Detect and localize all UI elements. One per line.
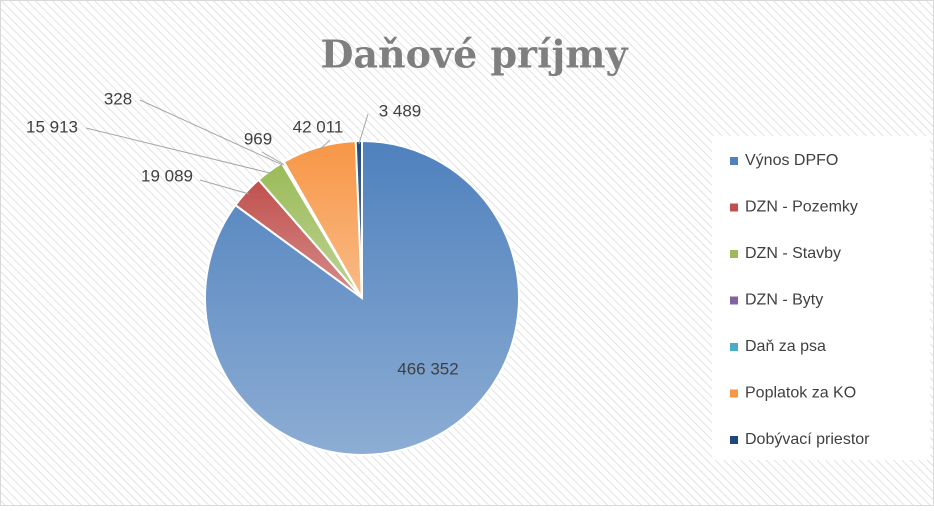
legend-marker <box>730 389 738 398</box>
slice-shade <box>283 141 362 298</box>
legend-label: Daň za psa <box>745 338 826 355</box>
data-label: 328 <box>104 89 132 108</box>
legend-marker <box>730 296 738 305</box>
legend-marker <box>730 436 738 444</box>
leader-line <box>358 113 369 145</box>
legend-marker <box>730 203 738 212</box>
legend-label: DZN - Stavby <box>745 245 841 262</box>
legend-marker <box>730 343 738 351</box>
data-label: 42 011 <box>293 117 344 136</box>
legend-marker <box>730 250 738 258</box>
leader-line <box>261 151 285 166</box>
data-label: 466 352 <box>397 359 458 378</box>
data-label: 15 913 <box>26 117 78 136</box>
slice-shade <box>258 163 362 298</box>
leader-line <box>139 99 284 166</box>
legend-label: Výnos DPFO <box>745 152 838 169</box>
data-label: 19 089 <box>141 166 193 185</box>
leader-line <box>318 139 331 151</box>
legend-marker <box>730 157 738 165</box>
chart-title: Daňové príjmy <box>320 32 628 77</box>
legend-box <box>712 136 930 460</box>
legend-label: DZN - Byty <box>745 292 823 309</box>
legend-label: DZN - Pozemky <box>745 199 858 216</box>
legend-label: Poplatok za KO <box>745 385 856 402</box>
leader-line <box>85 127 272 174</box>
legend-label: Dobývací priestor <box>745 431 870 448</box>
data-label: 969 <box>244 129 272 148</box>
leader-line <box>199 179 249 195</box>
slice-shade <box>355 141 362 298</box>
data-label: 3 489 <box>379 101 422 120</box>
slice-shade <box>235 179 362 298</box>
